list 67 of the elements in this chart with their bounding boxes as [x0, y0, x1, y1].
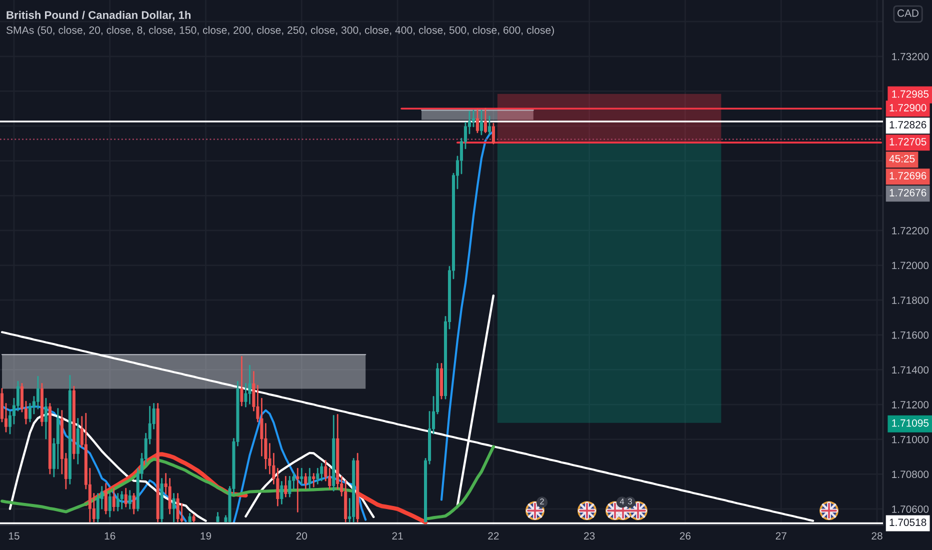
candlestick [312, 472, 316, 488]
candlestick [172, 492, 176, 522]
y-tick-label: 1.70600 [892, 505, 929, 513]
y-tick-label: 1.73200 [892, 52, 929, 60]
candlestick [492, 122, 495, 144]
annotation: 3 [628, 498, 632, 504]
candlestick [240, 356, 244, 406]
candlestick [128, 490, 132, 510]
annotation: 4 [620, 498, 624, 504]
candlestick [112, 488, 116, 512]
x-tick-label: 21 [392, 532, 403, 540]
candlestick [216, 512, 220, 522]
candlestick [480, 110, 483, 136]
text: 1.72696 [890, 172, 926, 180]
candlestick [296, 468, 300, 512]
text: SMAs (50, close, 20, close, 8, close, 150, close, 200, close, 250, close, 300, close, 400, close, 500, close, 600, close) [6, 26, 554, 36]
data-label: 1.72705 [890, 138, 926, 146]
x-tick-label: 23 [584, 532, 595, 540]
candlestick [124, 488, 128, 508]
y-tick-label: 1.71095 [892, 419, 929, 427]
x-tick-label: 15 [8, 532, 20, 540]
x-tick-label: 19 [200, 532, 212, 540]
ref-line-label: 1.70518 [890, 518, 926, 526]
candlestick [120, 491, 124, 510]
x-tick-label: 16 [104, 532, 116, 540]
text: 45:25 [889, 155, 915, 162]
y-tick-label: 1.71600 [892, 331, 929, 339]
x-tick-label: 26 [680, 532, 691, 540]
candlestick [472, 110, 475, 128]
y-tick-label: 1.72200 [892, 226, 929, 234]
candlestick [488, 116, 491, 136]
annotation: 2 [540, 498, 544, 504]
candlestick [308, 468, 312, 490]
y-tick-label: 1.71000 [892, 436, 929, 444]
y-tick-label: 1.72000 [892, 262, 929, 270]
candlestick [116, 492, 120, 512]
candlestick [36, 376, 40, 410]
y-tick-label: 1.70800 [892, 470, 929, 478]
candlestick [288, 476, 292, 498]
candlestick [300, 468, 304, 484]
candlestick [176, 492, 180, 522]
y-tick-label: 1.72985 [892, 90, 929, 98]
candlestick [280, 480, 284, 504]
text: British Pound / Canadian Dollar, 1h [6, 10, 191, 21]
y-tick-label: 1.71200 [892, 401, 929, 408]
candlestick [104, 483, 108, 514]
text: CAD [898, 9, 918, 17]
ref-line-label: 1.72826 [890, 121, 926, 128]
data-label: 1.72900 [890, 104, 926, 112]
candlestick [316, 468, 320, 484]
y-tick-label: 1.71400 [892, 366, 929, 374]
candlestick [484, 108, 487, 134]
y-tick-label: 1.71800 [892, 296, 929, 304]
x-tick-label: 22 [488, 532, 499, 540]
x-tick-label: 27 [776, 532, 786, 540]
x-tick-label: 20 [296, 532, 308, 540]
candlestick [304, 472, 308, 490]
candlestick [320, 463, 324, 482]
text: 1.72676 [890, 189, 926, 196]
candlestick [108, 492, 112, 518]
candlestick [44, 398, 48, 440]
candlestick [248, 364, 252, 404]
candlestick [132, 492, 136, 514]
candlestick [28, 402, 32, 422]
candlestick [284, 476, 288, 498]
x-tick-label: 28 [872, 532, 882, 540]
candlestick [476, 108, 479, 134]
